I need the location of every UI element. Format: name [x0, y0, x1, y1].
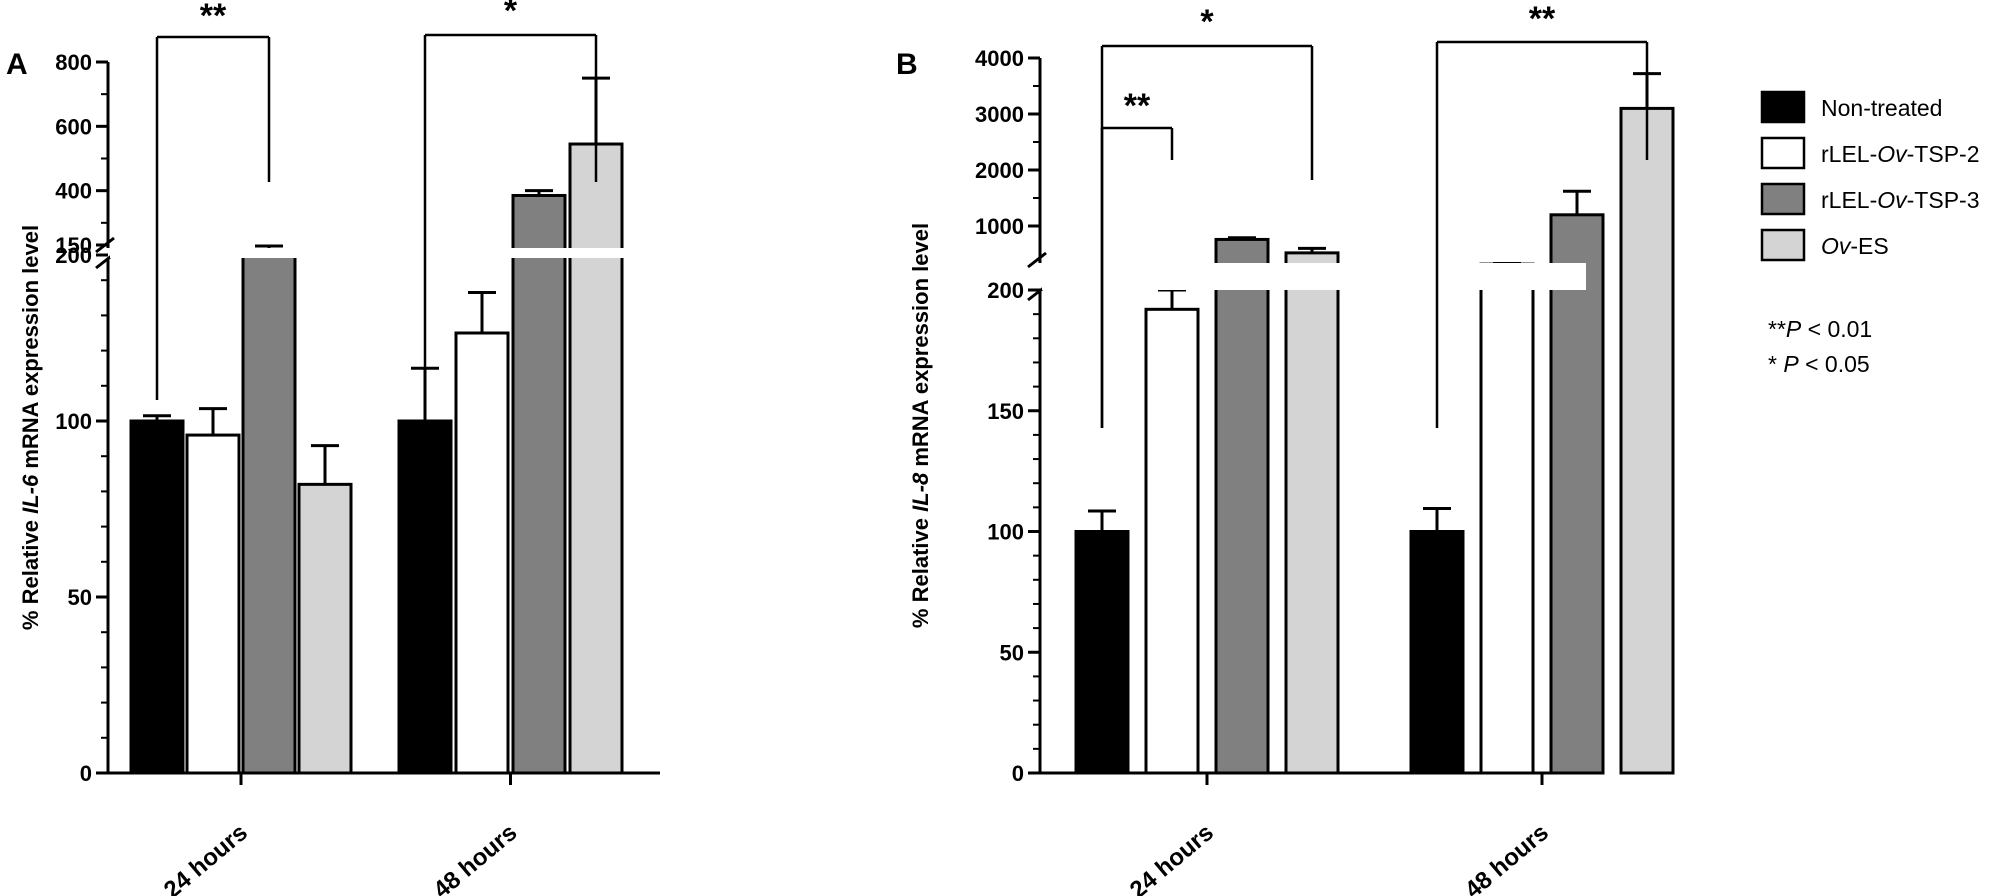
bar-rlel-ov-tsp-2 — [1144, 307, 1200, 775]
bar-ov-es — [568, 142, 624, 775]
panel-label: A — [6, 48, 28, 81]
bar-non-treated — [397, 419, 453, 775]
significance-key-p: P — [1786, 316, 1802, 342]
y-tick-label: 50 — [1000, 640, 1024, 665]
legend-swatch — [1760, 90, 1806, 124]
y-tick-label: 0 — [1012, 761, 1024, 786]
y-tick-label: 100 — [55, 409, 92, 434]
legend-swatch — [1760, 182, 1806, 216]
bar-ov-es — [297, 482, 353, 775]
axis-break-gap — [1042, 263, 1586, 290]
significance-stars: * — [1200, 3, 1214, 41]
bar-non-treated — [1074, 530, 1130, 775]
y-axis-label-suffix: mRNA expression level — [18, 225, 43, 475]
legend-label-italic: Ov — [1821, 233, 1852, 259]
y-tick-label: 200 — [987, 278, 1024, 303]
legend-label: rLEL-Ov-TSP-3 — [1821, 187, 1979, 213]
panel-b: B % Relative IL-8 mRNA expression level 0 5… — [896, 0, 1675, 896]
y-tick-label: 150 — [987, 399, 1024, 424]
legend-label: Ov-ES — [1821, 233, 1889, 259]
x-tick-label: 24 hours — [159, 819, 253, 896]
panel-a: A % Relative IL-6 mRNA expression level 0 5… — [6, 0, 666, 896]
bar-rlel-ov-tsp-2 — [1479, 262, 1535, 775]
x-tick-label: 24 hours — [1125, 819, 1219, 896]
significance-stars: ** — [1529, 0, 1556, 38]
y-tick-label: 50 — [68, 585, 92, 610]
legend-label-part: -ES — [1850, 233, 1888, 259]
y-tick-label: 400 — [55, 179, 92, 204]
y-axis-label-prefix: % Relative — [18, 514, 43, 630]
y-axis-label-prefix: % Relative — [908, 512, 933, 628]
significance-stars: ** — [200, 0, 227, 35]
legend-label: rLEL-Ov-TSP-2 — [1821, 141, 1979, 167]
bar-rlel-ov-tsp-3 — [241, 250, 297, 775]
y-axis-label-gene: IL-6 — [18, 474, 43, 514]
significance-key: **P < 0.01* P < 0.05 — [1768, 316, 1872, 377]
y-tick-label: 200 — [55, 243, 92, 268]
bar-rlel-ov-tsp-2 — [454, 331, 510, 775]
y-tick-label: 2000 — [975, 158, 1024, 183]
legend-label-part: rLEL- — [1821, 141, 1877, 167]
significance-stars: ** — [1124, 87, 1151, 125]
legend-label-part: -TSP-2 — [1907, 141, 1980, 167]
legend-label-italic: Ov — [1877, 187, 1908, 213]
y-axis-label: % Relative IL-8 mRNA expression level — [908, 223, 933, 628]
y-tick-label: 4000 — [975, 46, 1024, 71]
y-tick-label: 100 — [987, 520, 1024, 545]
significance-key-threshold: < 0.01 — [1801, 316, 1872, 342]
legend-label-part: Non-treated — [1821, 95, 1942, 121]
bar-non-treated — [129, 419, 185, 775]
legend-swatch — [1760, 136, 1806, 170]
x-tick-label: 48 hours — [428, 819, 522, 896]
legend-swatch — [1760, 228, 1806, 262]
legend-label-italic: Ov — [1877, 141, 1908, 167]
bar-rlel-ov-tsp-2 — [185, 433, 241, 775]
y-axis-label-gene: IL-8 — [908, 472, 933, 512]
axis-break-mark — [1027, 251, 1047, 269]
y-tick-label: 3000 — [975, 102, 1024, 127]
y-axis-label: % Relative IL-6 mRNA expression level — [18, 225, 43, 630]
y-axis-label-suffix: mRNA expression level — [908, 223, 933, 473]
axis-break-gap — [110, 248, 666, 258]
x-tick-label: 48 hours — [1460, 819, 1554, 896]
y-tick-label: 800 — [55, 50, 92, 75]
bar-ov-es — [1284, 251, 1340, 775]
significance-stars: * — [504, 0, 518, 30]
significance-key-threshold: < 0.05 — [1799, 351, 1870, 377]
legend-label-part: rLEL- — [1821, 187, 1877, 213]
legend-label: Non-treated — [1821, 95, 1942, 121]
bar-rlel-ov-tsp-3 — [1214, 237, 1270, 775]
significance-key-stars: * — [1768, 351, 1783, 377]
legend: Non-treatedrLEL-Ov-TSP-2rLEL-Ov-TSP-3Ov-… — [1760, 90, 1979, 262]
y-tick-label: 150 — [55, 233, 92, 258]
bar-rlel-ov-tsp-3 — [511, 193, 567, 775]
significance-key-p: P — [1783, 351, 1799, 377]
significance-key-line: **P < 0.01 — [1768, 316, 1872, 342]
legend-label-part: -TSP-3 — [1907, 187, 1980, 213]
bar-non-treated — [1409, 530, 1465, 775]
y-tick-label: 1000 — [975, 214, 1024, 239]
significance-key-line: * P < 0.05 — [1768, 351, 1870, 377]
y-tick-label: 600 — [55, 114, 92, 139]
significance-key-stars: ** — [1768, 316, 1786, 342]
bar-ov-es — [1619, 106, 1675, 775]
panel-label: B — [896, 48, 918, 81]
y-tick-label: 0 — [80, 761, 92, 786]
bar-rlel-ov-tsp-3 — [1549, 213, 1605, 775]
